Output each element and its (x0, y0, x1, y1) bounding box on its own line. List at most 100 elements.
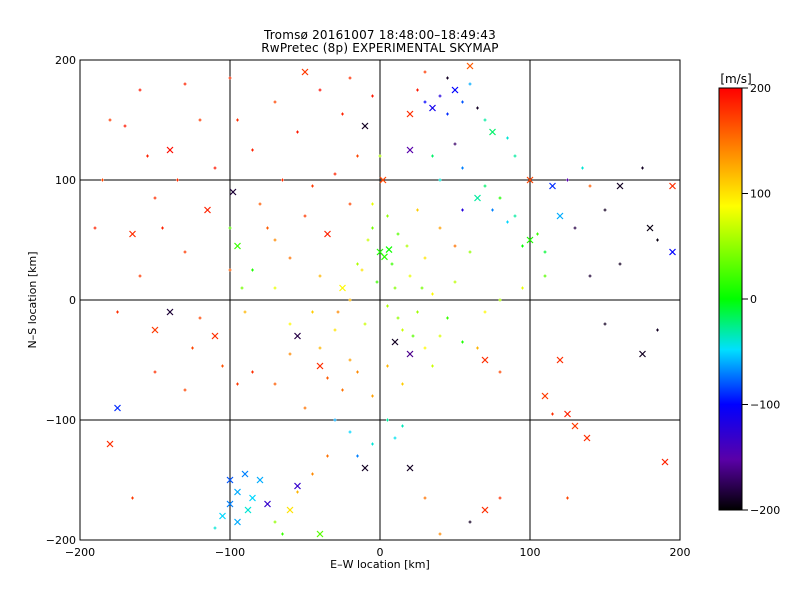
data-point (221, 364, 224, 368)
data-point (416, 88, 419, 92)
data-point (476, 346, 479, 350)
data-point (406, 146, 414, 154)
data-point (438, 94, 442, 98)
data-point (371, 226, 374, 230)
data-point (211, 332, 219, 340)
data-point (131, 496, 134, 500)
data-point (244, 506, 252, 514)
data-point (228, 76, 232, 80)
y-tick-label: 200 (55, 54, 76, 67)
data-point (498, 370, 502, 374)
data-point (483, 310, 487, 314)
data-point (228, 226, 232, 230)
data-point (401, 382, 404, 386)
data-point (391, 338, 399, 346)
data-point (536, 232, 539, 236)
data-point (406, 110, 414, 118)
data-point (356, 154, 359, 158)
data-point (423, 496, 427, 500)
data-point (153, 196, 157, 200)
data-point (361, 464, 369, 472)
data-point (183, 82, 187, 86)
grid-lines (80, 60, 680, 540)
data-point (318, 346, 322, 350)
data-point (336, 310, 340, 314)
data-point (326, 454, 329, 458)
data-point (251, 370, 254, 374)
data-point (386, 418, 389, 422)
colorbar-tick-label: −200 (750, 504, 780, 517)
data-point (461, 166, 464, 170)
data-point (416, 310, 419, 314)
data-point (513, 154, 517, 158)
data-point (281, 178, 284, 182)
data-point (326, 376, 329, 380)
x-tick-label: 0 (377, 546, 384, 559)
data-point (101, 178, 104, 182)
data-point (198, 118, 202, 122)
data-point (573, 226, 577, 230)
data-point (198, 316, 202, 320)
data-point (234, 518, 241, 526)
data-point (360, 268, 364, 272)
data-point (396, 316, 400, 320)
data-point (646, 224, 654, 232)
data-point (416, 208, 419, 212)
data-point (251, 268, 254, 272)
data-point (451, 86, 459, 94)
data-point (381, 253, 388, 261)
data-point (356, 454, 359, 458)
colorbar-ticks: −200 −100 0 100 200 (742, 82, 780, 517)
data-point (273, 238, 277, 242)
data-point (348, 358, 352, 362)
data-point (378, 154, 382, 158)
data-point (348, 76, 352, 80)
data-point (243, 310, 247, 314)
data-point (371, 94, 374, 98)
data-point (406, 350, 414, 358)
data-point (294, 332, 301, 340)
data-point (258, 202, 262, 206)
data-point (333, 418, 337, 422)
data-point (498, 298, 502, 302)
data-point (461, 208, 464, 212)
data-point (468, 250, 472, 254)
data-point (296, 130, 299, 134)
data-point (641, 166, 644, 170)
data-point (556, 356, 564, 364)
chart-title: Tromsø 20161007 18:48:00–18:49:43 (264, 28, 496, 42)
data-point (363, 322, 367, 326)
data-point (506, 136, 509, 140)
data-point (438, 226, 442, 230)
data-point (438, 532, 442, 536)
data-point (431, 154, 434, 158)
data-point (213, 526, 217, 530)
data-point (583, 434, 591, 442)
data-point (431, 364, 434, 368)
chart-subtitle: RwPretec (8p) EXPERIMENTAL SKYMAP (261, 41, 499, 55)
data-point (93, 226, 97, 230)
data-point (366, 238, 370, 242)
data-point (204, 206, 211, 214)
data-point (386, 304, 389, 308)
data-point (286, 506, 294, 514)
data-point (316, 530, 324, 538)
colorbar-label: [m/s] (720, 72, 751, 86)
y-tick-label: −100 (46, 414, 76, 427)
data-point (311, 184, 314, 188)
data-point (669, 248, 676, 256)
data-point (498, 196, 502, 200)
data-point (406, 464, 414, 472)
data-point (603, 208, 607, 212)
data-point (371, 394, 374, 398)
data-point (438, 178, 442, 182)
data-point (108, 118, 112, 122)
data-point (348, 298, 352, 302)
data-point (491, 208, 494, 212)
data-point (481, 506, 489, 514)
data-point (273, 520, 277, 524)
data-point (303, 406, 307, 410)
data-point (564, 410, 571, 418)
data-point (393, 286, 397, 290)
